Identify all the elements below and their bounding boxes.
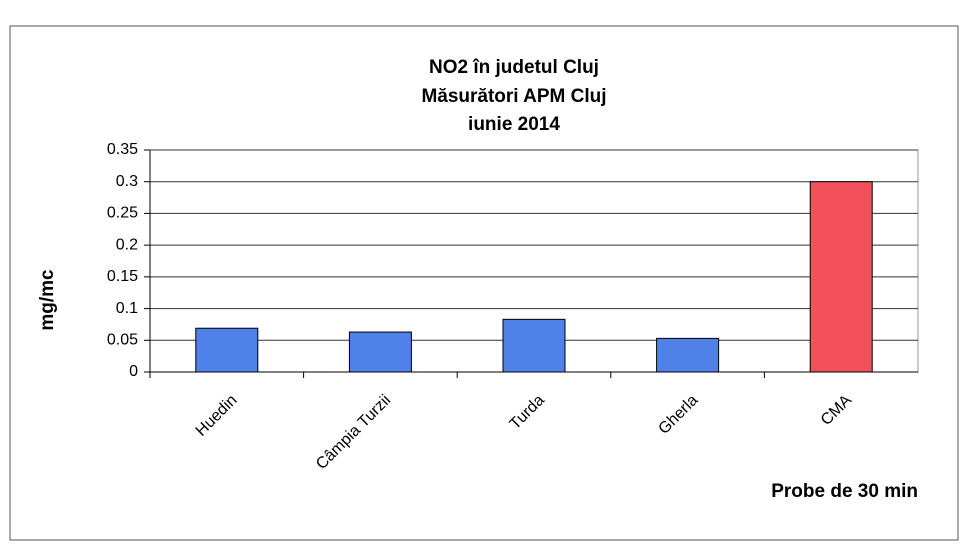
y-tick-label: 0.2 — [116, 236, 138, 253]
chart-title: NO2 în judetul Cluj — [429, 57, 599, 78]
bar — [502, 318, 566, 373]
x-axis-title: Probe de 30 min — [771, 481, 918, 502]
y-tick-label: 0.35 — [107, 141, 138, 158]
chart-subtitle: iunie 2014 — [468, 114, 560, 135]
y-tick-label: 0.15 — [107, 268, 138, 285]
y-tick-label: 0.1 — [116, 300, 138, 317]
y-tick-label: 0 — [129, 363, 138, 380]
bar — [195, 327, 259, 373]
bar — [809, 181, 873, 373]
y-tick-label: 0.05 — [107, 332, 138, 349]
chart-subtitle: Măsurători APM Cluj — [421, 86, 606, 107]
y-tick-label: 0.25 — [107, 205, 138, 222]
bar — [656, 337, 720, 373]
y-axis-title: mg/mc — [37, 269, 58, 331]
chart-frame — [9, 25, 959, 541]
bar — [348, 331, 412, 373]
y-tick-label: 0.3 — [116, 173, 138, 190]
